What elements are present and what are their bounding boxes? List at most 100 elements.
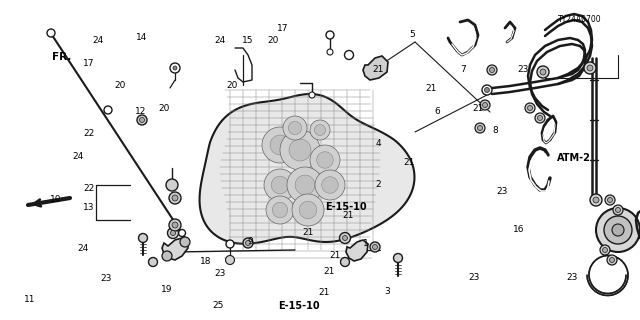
Text: E-15-10: E-15-10 — [278, 300, 320, 311]
Circle shape — [480, 100, 490, 110]
Text: E-15-10: E-15-10 — [325, 202, 367, 212]
Circle shape — [262, 127, 298, 163]
Text: 21: 21 — [323, 267, 335, 276]
Circle shape — [140, 117, 145, 123]
Circle shape — [394, 253, 403, 262]
Circle shape — [607, 255, 617, 265]
Text: 8: 8 — [492, 126, 498, 135]
Circle shape — [287, 167, 323, 203]
Circle shape — [314, 124, 326, 135]
Circle shape — [292, 194, 324, 226]
Circle shape — [326, 31, 334, 39]
Circle shape — [47, 29, 55, 37]
Circle shape — [162, 251, 172, 261]
Circle shape — [104, 106, 112, 114]
Circle shape — [170, 230, 175, 236]
Text: 21: 21 — [425, 84, 436, 93]
Text: 23: 23 — [497, 187, 508, 196]
Circle shape — [587, 65, 593, 71]
Text: 17: 17 — [83, 59, 95, 68]
Circle shape — [169, 192, 181, 204]
Circle shape — [300, 201, 317, 219]
Circle shape — [166, 179, 178, 191]
Text: 20: 20 — [115, 81, 126, 90]
Text: 25: 25 — [212, 301, 224, 310]
Circle shape — [527, 106, 532, 110]
Circle shape — [271, 176, 289, 194]
Circle shape — [315, 170, 345, 200]
Text: 21: 21 — [342, 212, 354, 220]
Circle shape — [535, 113, 545, 123]
Text: 22: 22 — [83, 129, 95, 138]
Circle shape — [289, 121, 301, 135]
Circle shape — [342, 236, 348, 241]
Text: 1: 1 — [363, 239, 369, 248]
Circle shape — [172, 222, 178, 228]
Text: 24: 24 — [92, 36, 104, 45]
Circle shape — [327, 49, 333, 55]
Circle shape — [602, 247, 607, 252]
Circle shape — [475, 123, 485, 133]
Text: 10: 10 — [50, 195, 61, 204]
Circle shape — [148, 258, 157, 267]
Text: 23: 23 — [100, 274, 112, 283]
Circle shape — [616, 207, 621, 212]
Circle shape — [483, 102, 488, 108]
Circle shape — [370, 242, 380, 252]
Text: 20: 20 — [268, 36, 279, 45]
Circle shape — [317, 152, 333, 168]
Text: ATM-2: ATM-2 — [557, 153, 591, 164]
Circle shape — [596, 208, 640, 252]
Text: FR.: FR. — [52, 52, 72, 62]
Circle shape — [477, 125, 483, 131]
Circle shape — [225, 255, 234, 265]
Text: 20: 20 — [226, 81, 237, 90]
Polygon shape — [363, 56, 388, 80]
Circle shape — [537, 66, 549, 78]
Circle shape — [600, 245, 610, 255]
Text: 24: 24 — [214, 36, 225, 45]
Circle shape — [605, 195, 615, 205]
Text: 21: 21 — [403, 158, 415, 167]
Circle shape — [137, 115, 147, 125]
Circle shape — [593, 197, 599, 203]
Text: 19: 19 — [161, 285, 172, 294]
Text: 4: 4 — [375, 139, 381, 148]
Circle shape — [266, 196, 294, 224]
Circle shape — [538, 116, 543, 121]
Text: 13: 13 — [83, 203, 95, 212]
Circle shape — [173, 66, 177, 70]
Text: 18: 18 — [200, 257, 211, 266]
Text: 21: 21 — [472, 104, 484, 113]
Circle shape — [168, 228, 179, 238]
Circle shape — [310, 120, 330, 140]
Circle shape — [540, 69, 546, 75]
Circle shape — [525, 103, 535, 113]
Circle shape — [613, 205, 623, 215]
Circle shape — [340, 258, 349, 267]
Text: 7: 7 — [460, 65, 466, 74]
Text: 21: 21 — [372, 65, 384, 74]
Text: 16: 16 — [513, 225, 525, 234]
Circle shape — [490, 68, 495, 73]
Text: 22: 22 — [83, 184, 95, 193]
Circle shape — [264, 169, 296, 201]
Text: 23: 23 — [214, 269, 225, 278]
Text: 12: 12 — [134, 107, 146, 116]
Circle shape — [170, 63, 180, 73]
Text: 6: 6 — [435, 107, 440, 116]
Text: 24: 24 — [77, 244, 88, 253]
Circle shape — [289, 139, 311, 161]
Text: 23: 23 — [468, 273, 480, 282]
Text: 11: 11 — [24, 295, 35, 304]
Circle shape — [487, 65, 497, 75]
Circle shape — [246, 241, 250, 245]
Circle shape — [283, 116, 307, 140]
Circle shape — [372, 244, 378, 250]
Circle shape — [484, 87, 490, 92]
Text: TY24A0700: TY24A0700 — [558, 15, 602, 24]
Text: 20: 20 — [159, 104, 170, 113]
Circle shape — [179, 229, 186, 236]
Text: 23: 23 — [566, 273, 578, 282]
Circle shape — [584, 62, 596, 74]
